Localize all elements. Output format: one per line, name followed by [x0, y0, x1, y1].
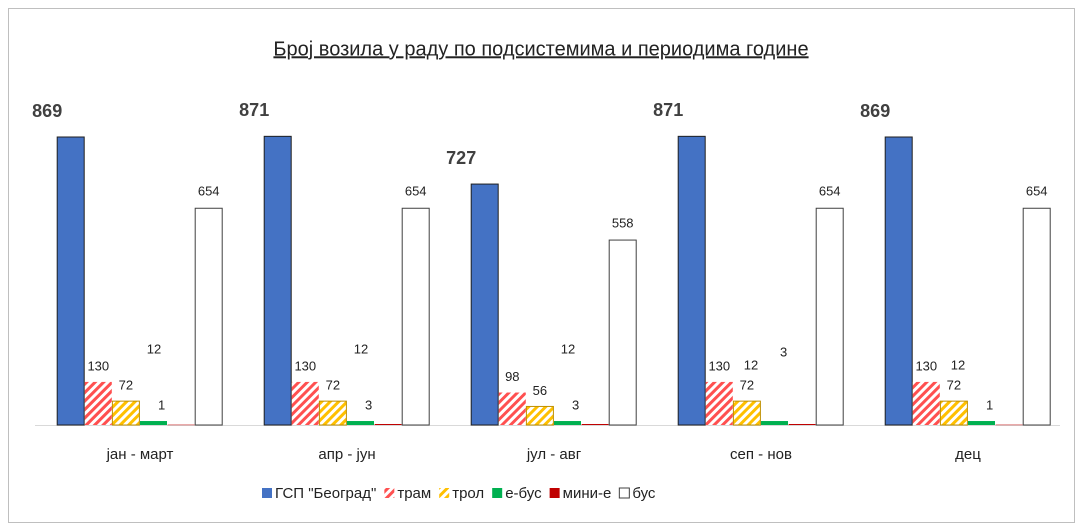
- legend-label: ГСП "Београд": [275, 485, 376, 502]
- bar: [968, 421, 995, 425]
- legend-swatch: [262, 488, 272, 498]
- data-label: 130: [708, 358, 730, 373]
- data-label: 12: [147, 341, 161, 356]
- data-label: 3: [365, 397, 372, 412]
- data-label: 12: [951, 357, 965, 372]
- bar: [56, 136, 85, 426]
- legend-swatch: [384, 488, 395, 498]
- bar: [291, 381, 319, 425]
- bar: [884, 136, 913, 426]
- data-label: 72: [947, 378, 961, 393]
- bar: [167, 424, 195, 426]
- bar: [111, 400, 140, 426]
- data-label: 72: [740, 378, 754, 393]
- bar: [581, 424, 609, 425]
- chart-title: Број возила у раду по подсистемима и пер…: [273, 38, 808, 60]
- x-tick-label: апр - јун: [318, 446, 375, 463]
- bar: [608, 239, 637, 426]
- bar: [1022, 207, 1051, 426]
- data-label: 654: [819, 184, 841, 199]
- bar: [732, 400, 761, 426]
- data-label: 871: [239, 100, 269, 120]
- legend-swatch: [618, 487, 630, 499]
- data-label: 98: [505, 369, 519, 384]
- bar: [374, 424, 402, 425]
- bar: [401, 207, 430, 426]
- bar: [554, 421, 581, 425]
- legend-label: е-бус: [505, 485, 542, 502]
- data-label: 871: [653, 100, 683, 120]
- data-label: 3: [780, 344, 787, 359]
- bar: [815, 207, 844, 426]
- data-label: 654: [405, 184, 427, 199]
- data-label: 72: [119, 378, 133, 393]
- bar: [761, 421, 788, 425]
- bar: [705, 381, 733, 425]
- data-label: 130: [915, 358, 937, 373]
- bar: [140, 421, 167, 425]
- data-label: 727: [446, 148, 476, 168]
- data-label: 12: [561, 341, 575, 356]
- x-tick-label: јул - авг: [526, 446, 582, 463]
- bar: [263, 135, 292, 426]
- x-tick-label: дец: [955, 446, 981, 463]
- data-label: 3: [572, 397, 579, 412]
- bar: [912, 381, 940, 425]
- data-label: 130: [294, 358, 316, 373]
- data-label: 869: [32, 101, 62, 121]
- legend-label: бус: [632, 485, 656, 502]
- data-label: 654: [198, 184, 220, 199]
- bar: [995, 424, 1023, 426]
- bar: [677, 135, 706, 426]
- x-tick-label: јан - март: [106, 446, 174, 463]
- data-label: 869: [860, 101, 890, 121]
- legend-label: трам: [397, 485, 431, 502]
- bar: [525, 405, 554, 426]
- bar: [939, 400, 968, 426]
- data-label: 12: [354, 341, 368, 356]
- data-label: 1: [158, 397, 165, 412]
- data-label: 130: [87, 358, 109, 373]
- data-label: 56: [533, 383, 547, 398]
- data-label: 654: [1026, 184, 1048, 199]
- bar: [788, 424, 816, 425]
- legend-swatch: [492, 488, 503, 498]
- bar: [470, 183, 499, 426]
- legend-swatch: [439, 488, 450, 498]
- data-label: 1: [986, 397, 993, 412]
- bar: [498, 392, 526, 425]
- data-label: 72: [326, 378, 340, 393]
- data-label: 12: [744, 357, 758, 372]
- legend-swatch: [549, 488, 560, 498]
- bar: [318, 400, 347, 426]
- bar: [347, 421, 374, 425]
- x-tick-label: сеп - нов: [730, 446, 792, 463]
- legend-label: трол: [452, 485, 484, 502]
- legend-label: мини-е: [563, 485, 612, 502]
- data-label: 558: [612, 216, 634, 231]
- bar: [84, 381, 112, 425]
- bar: [194, 207, 223, 426]
